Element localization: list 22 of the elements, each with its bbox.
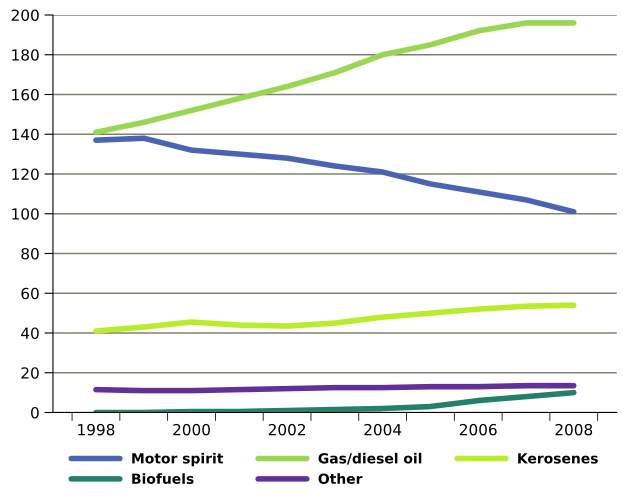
y-tick-label: 40 [21, 327, 39, 340]
x-tick-label: 2002 [268, 424, 305, 436]
y-tick-label: 200 [12, 9, 39, 22]
y-tick-label: 120 [12, 168, 39, 180]
x-tick-label: 1998 [78, 424, 114, 436]
y-tick-label: 60 [21, 288, 39, 300]
x-tick-label: 2008 [555, 424, 592, 436]
x-tick-label: 2004 [364, 424, 402, 436]
y-tick-label: 180 [12, 49, 39, 61]
x-tick-label: 2006 [460, 424, 497, 436]
y-tick-label: 20 [21, 367, 39, 379]
y-tick-label: 100 [12, 208, 39, 220]
legend-label: Kerosenes [518, 453, 598, 464]
y-tick-label: 80 [21, 248, 39, 260]
y-tick-label: 140 [12, 128, 39, 140]
x-tick-label: 2000 [173, 424, 210, 436]
legend-label: Other [318, 473, 362, 484]
y-tick-label: 0 [31, 406, 39, 419]
legend-label: Gas/diesel oil [318, 452, 422, 465]
legend-label: Motor spirit [132, 452, 224, 466]
legend-label: Biofuels [132, 473, 194, 484]
y-tick-label: 160 [12, 88, 39, 101]
